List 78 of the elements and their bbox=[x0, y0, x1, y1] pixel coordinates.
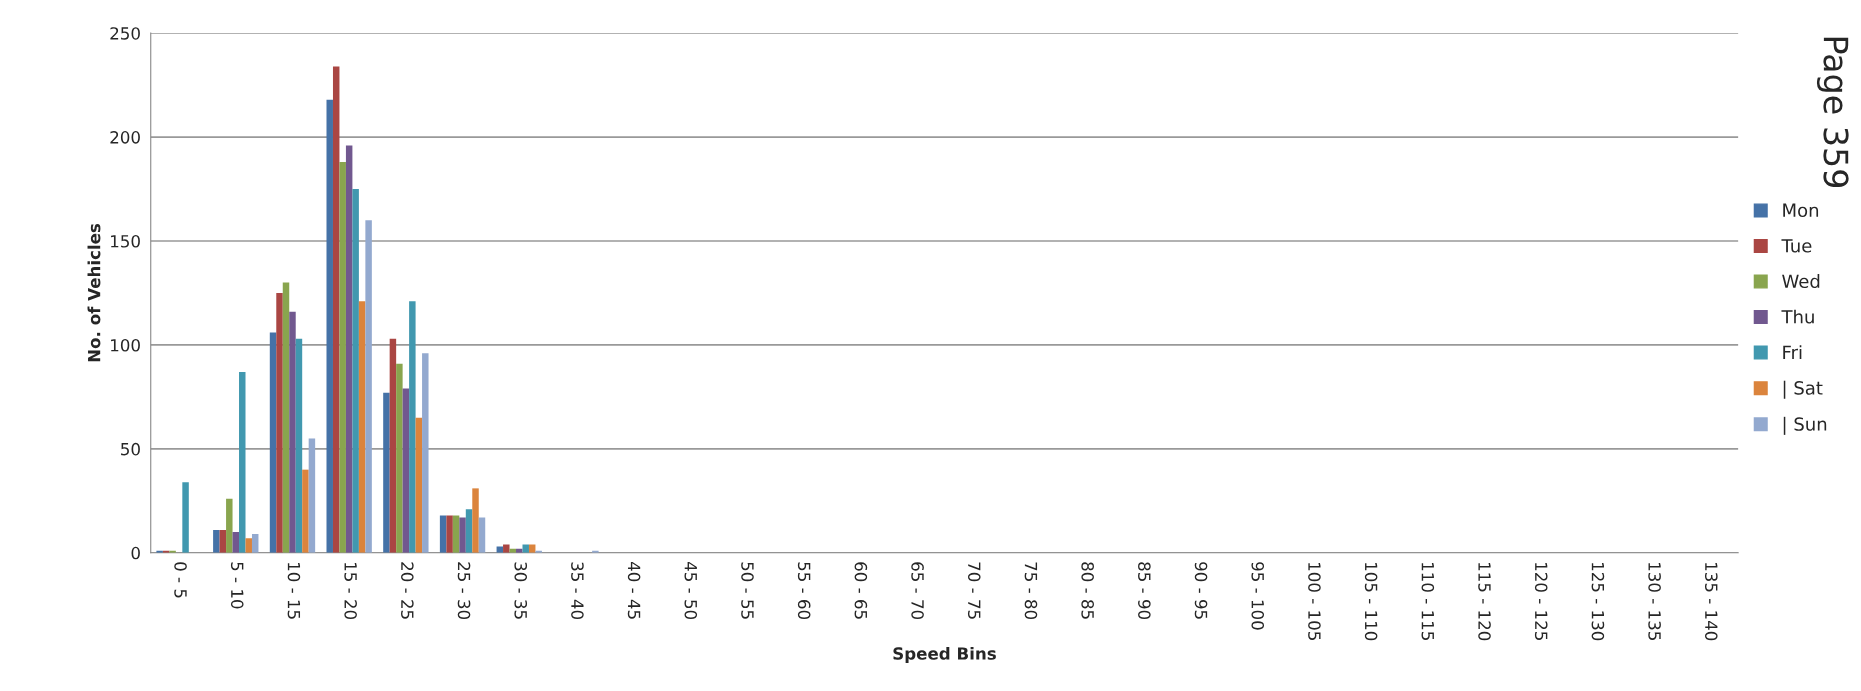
legend-label: | Sat bbox=[1783, 380, 1823, 399]
x-tick-label: 55 - 60 bbox=[797, 562, 811, 620]
x-tick-label: 110 - 115 bbox=[1421, 562, 1435, 640]
bar bbox=[289, 311, 296, 553]
x-tick-label: 80 - 85 bbox=[1081, 562, 1094, 619]
bar bbox=[269, 332, 277, 553]
y-axis-title: No. of Vehicles bbox=[87, 223, 101, 362]
x-tick-label: 120 - 125 bbox=[1534, 562, 1548, 640]
x-tick-label: 65 - 70 bbox=[911, 562, 924, 620]
x-tick-label: 95 - 100 bbox=[1251, 562, 1265, 630]
bar bbox=[276, 292, 283, 553]
x-tick-label: 90 - 95 bbox=[1194, 562, 1208, 619]
bar bbox=[182, 482, 189, 553]
bar bbox=[459, 517, 466, 553]
x-tick-label: 10 - 15 bbox=[287, 562, 301, 619]
legend-label: Fri bbox=[1783, 345, 1802, 359]
bar bbox=[503, 544, 510, 553]
bar bbox=[352, 189, 359, 553]
bar bbox=[409, 301, 416, 553]
x-tick-label: 35 - 40 bbox=[571, 562, 584, 620]
legend-label: | Sun bbox=[1783, 416, 1827, 435]
x-axis-title: Speed Bins bbox=[893, 646, 996, 664]
x-tick-label: 75 - 80 bbox=[1024, 562, 1038, 620]
bar bbox=[446, 515, 453, 553]
bar bbox=[478, 517, 486, 553]
bar bbox=[332, 66, 340, 553]
bar bbox=[239, 371, 246, 553]
bar bbox=[326, 99, 333, 553]
bar bbox=[415, 417, 423, 553]
bar bbox=[472, 488, 479, 553]
x-tick-label: 85 - 90 bbox=[1138, 562, 1151, 620]
text: Page 359 bbox=[1816, 37, 1849, 188]
bar bbox=[383, 392, 390, 553]
bar bbox=[213, 529, 220, 553]
x-tick-label: 50 - 55 bbox=[741, 562, 754, 619]
x-tick-label: 105 - 110 bbox=[1364, 562, 1378, 641]
bar bbox=[389, 338, 397, 553]
x-tick-label: 20 - 25 bbox=[401, 562, 414, 619]
bar bbox=[452, 515, 460, 553]
x-tick-label: 15 - 20 bbox=[344, 562, 357, 620]
bar bbox=[339, 162, 346, 553]
y-tick-label: 200 bbox=[110, 131, 140, 144]
y-tick-label: 250 bbox=[110, 27, 140, 40]
bar bbox=[345, 145, 353, 553]
bar bbox=[365, 220, 372, 553]
y-tick-label: 50 bbox=[121, 442, 140, 456]
legend-label: Tue bbox=[1781, 239, 1812, 253]
bar bbox=[402, 388, 410, 553]
legend-label: Mon bbox=[1783, 203, 1819, 218]
bar bbox=[396, 363, 403, 553]
y-tick-label: 100 bbox=[111, 338, 140, 352]
x-tick-label: 125 - 130 bbox=[1591, 562, 1605, 641]
x-tick-label: 60 - 65 bbox=[854, 562, 868, 619]
legend-label: Wed bbox=[1782, 274, 1820, 289]
bar bbox=[358, 301, 366, 553]
x-tick-label: 30 - 35 bbox=[514, 562, 528, 619]
bar bbox=[302, 469, 309, 553]
bar bbox=[422, 353, 429, 553]
x-tick-label: 70 - 75 bbox=[967, 562, 981, 619]
bar bbox=[439, 515, 447, 553]
x-tick-label: 25 - 30 bbox=[457, 562, 471, 620]
bar bbox=[465, 509, 473, 553]
bar bbox=[308, 438, 316, 553]
y-tick-label: 0 bbox=[131, 546, 140, 560]
y-tick-label: 150 bbox=[111, 234, 140, 248]
x-tick-label: 135 - 140 bbox=[1704, 562, 1718, 641]
x-tick-label: 100 - 105 bbox=[1308, 562, 1321, 640]
x-tick-label: 45 - 50 bbox=[684, 561, 698, 620]
bar bbox=[522, 544, 529, 553]
x-tick-label: 5 - 10 bbox=[230, 562, 244, 609]
legend-label: Thu bbox=[1781, 309, 1814, 324]
bar bbox=[226, 498, 233, 553]
x-tick-label: 40 - 45 bbox=[627, 561, 641, 619]
bar bbox=[295, 338, 303, 553]
x-tick-label: 115 - 120 bbox=[1478, 562, 1491, 641]
bar bbox=[282, 282, 290, 553]
x-tick-label: 0 - 5 bbox=[174, 562, 187, 598]
x-tick-label: 130 - 135 bbox=[1648, 562, 1661, 640]
